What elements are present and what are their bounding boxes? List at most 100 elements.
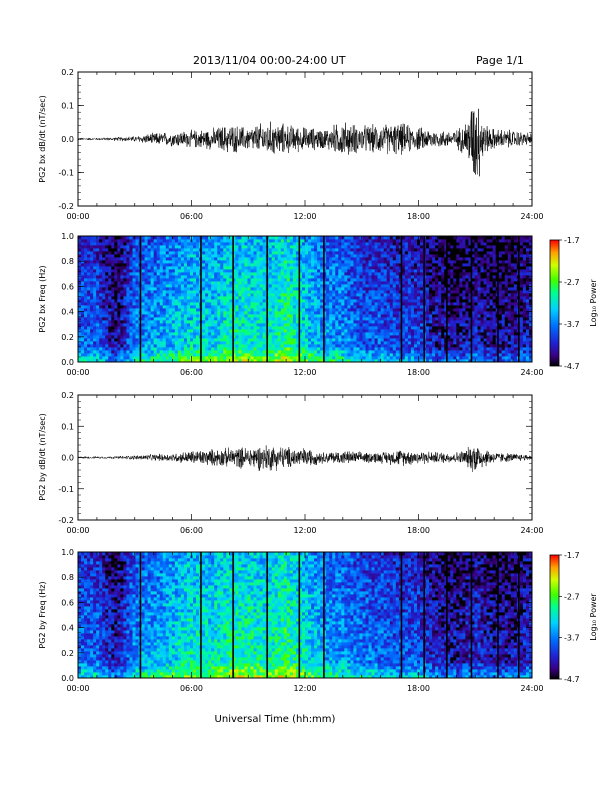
spectrogram-cell (129, 326, 133, 330)
spectrogram-cell (283, 239, 288, 243)
spectrogram-cell (78, 284, 82, 288)
spectrogram-cell (105, 257, 109, 261)
spectrogram-cell (317, 236, 321, 240)
spectrogram-cell (177, 290, 182, 294)
spectrogram-cell (165, 341, 170, 345)
spectrogram-cell (93, 242, 97, 246)
spectrogram-cell (211, 248, 215, 252)
spectrogram-cell (123, 332, 127, 336)
spectrogram-cell (413, 281, 418, 285)
spectrogram-cell (189, 335, 194, 339)
spectrogram-cell (311, 323, 315, 327)
spectrogram-cell (368, 260, 372, 264)
spectrogram-cell (301, 254, 306, 258)
spectrogram-cell (374, 257, 379, 261)
spectrogram-cell (220, 320, 224, 324)
spectrogram-cell (338, 329, 342, 333)
spectrogram-cell (413, 344, 418, 348)
spectrogram-cell (165, 314, 170, 318)
spectrogram-cell (386, 242, 391, 246)
spectrogram-cell (353, 314, 357, 318)
spectrogram-cell (150, 311, 155, 315)
spectrogram-cell (274, 338, 279, 342)
spectrogram-cell (129, 257, 133, 261)
spectrogram-cell (229, 278, 233, 282)
spectrogram-cell (292, 269, 297, 273)
spectrogram-cell (235, 308, 239, 312)
spectrogram-cell (159, 326, 164, 330)
spectrogram-cell (350, 314, 354, 318)
spectrogram-cell (78, 341, 82, 345)
spectrogram-cell (401, 236, 406, 240)
spectrogram-cell (426, 293, 430, 297)
spectrogram-cell (392, 341, 397, 345)
spectrogram-cell (226, 320, 230, 324)
spectrogram-cell (256, 245, 260, 249)
spectrogram-cell (347, 335, 351, 339)
spectrogram-cell (193, 311, 197, 315)
spectrogram-cell (262, 311, 267, 315)
spectrogram-cell (350, 266, 354, 270)
spectrogram-cell (274, 281, 279, 285)
spectrogram-cell (189, 326, 194, 330)
spectrogram-cell (377, 275, 382, 279)
spectrogram-cell (235, 257, 239, 261)
spectrogram-cell (338, 338, 342, 342)
spectrogram-cell (174, 338, 179, 342)
spectrogram-cell (156, 257, 161, 261)
spectrogram-cell (301, 323, 306, 327)
spectrogram-cell (253, 308, 257, 312)
spectrogram-cell (102, 242, 106, 246)
spectrogram-cell (93, 329, 97, 333)
spectrogram-cell (289, 326, 294, 330)
spectrogram-cell (193, 284, 197, 288)
spectrogram-cell (395, 248, 400, 252)
spectrogram-cell (141, 347, 145, 351)
spectrogram-cell (332, 263, 336, 267)
spectrogram-cell (283, 236, 288, 240)
spectrogram-cell (347, 296, 351, 300)
spectrogram-cell (295, 242, 300, 246)
spectrogram-cell (111, 284, 115, 288)
spectrogram-cell (347, 242, 351, 246)
spectrogram-cell (156, 356, 161, 360)
spectrogram-cell (117, 254, 121, 258)
spectrogram-cell (174, 281, 179, 285)
spectrogram-cell (105, 278, 109, 282)
spectrogram-cell (386, 263, 391, 267)
spectrogram-cell (147, 272, 152, 276)
spectrogram-cell (292, 263, 297, 267)
spectrogram-cell (308, 290, 312, 294)
spectrogram-cell (235, 305, 239, 309)
spectrogram-cell (298, 278, 303, 282)
spectrogram-cell (292, 314, 297, 318)
spectrogram-cell (389, 332, 394, 336)
spectrogram-cell (114, 254, 118, 258)
spectrogram-cell (111, 353, 115, 357)
spectrogram-cell (102, 269, 106, 273)
spectrogram-cell (323, 254, 327, 258)
spectrogram-cell (220, 305, 224, 309)
spectrogram-cell (344, 257, 348, 261)
spectrogram-cell (217, 344, 221, 348)
spectrogram-cell (413, 332, 418, 336)
spectrogram-cell (244, 302, 248, 306)
spectrogram-cell (253, 290, 257, 294)
spectrogram-cell (314, 272, 318, 276)
spectrogram-cell (386, 296, 391, 300)
spectrogram-cell (193, 299, 197, 303)
spectrogram-cell (416, 353, 421, 357)
spectrogram-cell (217, 287, 221, 291)
spectrogram-cell (329, 245, 333, 249)
spectrogram-cell (159, 296, 164, 300)
spectrogram-cell (223, 332, 227, 336)
spectrogram-cell (335, 347, 339, 351)
spectrogram-cell (383, 254, 388, 258)
spectrogram-cell (235, 347, 239, 351)
spectrogram-cell (256, 335, 260, 339)
spectrogram-cell (90, 281, 94, 285)
spectrogram-cell (253, 287, 257, 291)
spectrogram-cell (374, 287, 379, 291)
spectrogram-cell (371, 239, 376, 243)
spectrogram-cell (298, 266, 303, 270)
